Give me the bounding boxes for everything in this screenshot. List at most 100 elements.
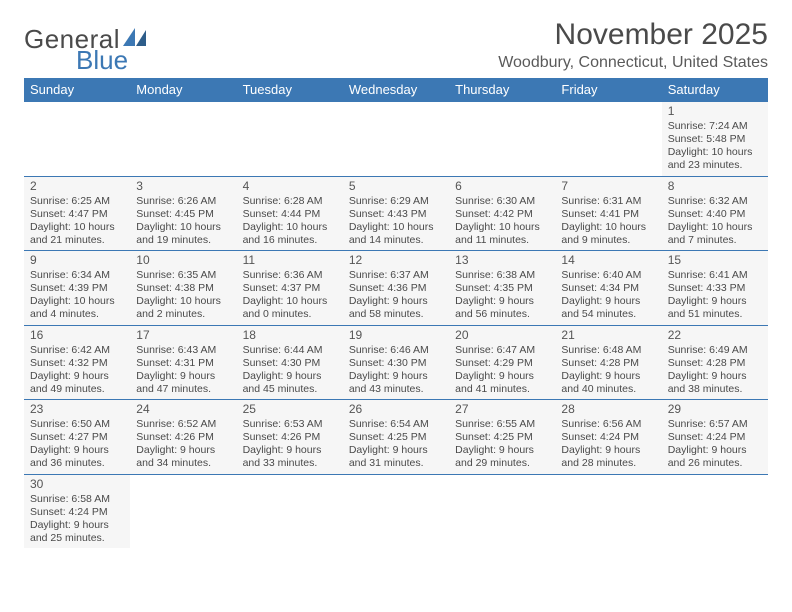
daylight-line: Daylight: 10 hours and 4 minutes. xyxy=(30,295,124,321)
daylight-line: Daylight: 9 hours and 43 minutes. xyxy=(349,370,443,396)
calendar-cell-blank xyxy=(449,475,555,549)
daylight-line: Daylight: 10 hours and 7 minutes. xyxy=(668,221,762,247)
calendar-cell-blank xyxy=(24,102,130,177)
col-wednesday: Wednesday xyxy=(343,78,449,102)
sunrise-line: Sunrise: 6:40 AM xyxy=(561,269,655,282)
day-number: 9 xyxy=(30,253,124,268)
calendar-body: 1Sunrise: 7:24 AMSunset: 5:48 PMDaylight… xyxy=(24,102,768,548)
day-number: 29 xyxy=(668,402,762,417)
sunset-line: Sunset: 4:30 PM xyxy=(243,357,337,370)
day-number: 15 xyxy=(668,253,762,268)
day-number: 21 xyxy=(561,328,655,343)
sunset-line: Sunset: 4:42 PM xyxy=(455,208,549,221)
day-number: 17 xyxy=(136,328,230,343)
daylight-line: Daylight: 9 hours and 45 minutes. xyxy=(243,370,337,396)
day-number: 11 xyxy=(243,253,337,268)
daylight-line: Daylight: 9 hours and 49 minutes. xyxy=(30,370,124,396)
sunrise-line: Sunrise: 6:35 AM xyxy=(136,269,230,282)
calendar-cell: 13Sunrise: 6:38 AMSunset: 4:35 PMDayligh… xyxy=(449,251,555,326)
calendar-cell: 28Sunrise: 6:56 AMSunset: 4:24 PMDayligh… xyxy=(555,400,661,475)
sunrise-line: Sunrise: 6:52 AM xyxy=(136,418,230,431)
sunrise-line: Sunrise: 6:41 AM xyxy=(668,269,762,282)
sunrise-line: Sunrise: 6:42 AM xyxy=(30,344,124,357)
day-number: 18 xyxy=(243,328,337,343)
daylight-line: Daylight: 10 hours and 0 minutes. xyxy=(243,295,337,321)
daylight-line: Daylight: 9 hours and 34 minutes. xyxy=(136,444,230,470)
daylight-line: Daylight: 9 hours and 40 minutes. xyxy=(561,370,655,396)
sunrise-line: Sunrise: 6:54 AM xyxy=(349,418,443,431)
day-number: 20 xyxy=(455,328,549,343)
sunrise-line: Sunrise: 6:43 AM xyxy=(136,344,230,357)
day-number: 3 xyxy=(136,179,230,194)
day-number: 19 xyxy=(349,328,443,343)
daylight-line: Daylight: 10 hours and 21 minutes. xyxy=(30,221,124,247)
sunset-line: Sunset: 4:24 PM xyxy=(30,506,124,519)
sunset-line: Sunset: 4:39 PM xyxy=(30,282,124,295)
daylight-line: Daylight: 9 hours and 26 minutes. xyxy=(668,444,762,470)
calendar-cell: 25Sunrise: 6:53 AMSunset: 4:26 PMDayligh… xyxy=(237,400,343,475)
daylight-line: Daylight: 10 hours and 11 minutes. xyxy=(455,221,549,247)
calendar-cell-blank xyxy=(130,102,236,177)
daylight-line: Daylight: 10 hours and 16 minutes. xyxy=(243,221,337,247)
day-number: 1 xyxy=(668,104,762,119)
calendar-cell: 2Sunrise: 6:25 AMSunset: 4:47 PMDaylight… xyxy=(24,177,130,252)
sunrise-line: Sunrise: 6:26 AM xyxy=(136,195,230,208)
daylight-line: Daylight: 9 hours and 47 minutes. xyxy=(136,370,230,396)
sunset-line: Sunset: 4:33 PM xyxy=(668,282,762,295)
day-number: 8 xyxy=(668,179,762,194)
calendar-cell: 15Sunrise: 6:41 AMSunset: 4:33 PMDayligh… xyxy=(662,251,768,326)
daylight-line: Daylight: 10 hours and 14 minutes. xyxy=(349,221,443,247)
daylight-line: Daylight: 9 hours and 41 minutes. xyxy=(455,370,549,396)
day-number: 12 xyxy=(349,253,443,268)
day-number: 6 xyxy=(455,179,549,194)
sunrise-line: Sunrise: 6:38 AM xyxy=(455,269,549,282)
calendar-cell: 10Sunrise: 6:35 AMSunset: 4:38 PMDayligh… xyxy=(130,251,236,326)
calendar-cell: 3Sunrise: 6:26 AMSunset: 4:45 PMDaylight… xyxy=(130,177,236,252)
daylight-line: Daylight: 9 hours and 33 minutes. xyxy=(243,444,337,470)
sunrise-line: Sunrise: 6:44 AM xyxy=(243,344,337,357)
page-title: November 2025 xyxy=(498,18,768,52)
daylight-line: Daylight: 9 hours and 28 minutes. xyxy=(561,444,655,470)
day-number: 13 xyxy=(455,253,549,268)
daylight-line: Daylight: 9 hours and 25 minutes. xyxy=(30,519,124,545)
sunset-line: Sunset: 4:44 PM xyxy=(243,208,337,221)
sunrise-line: Sunrise: 6:48 AM xyxy=(561,344,655,357)
col-monday: Monday xyxy=(130,78,236,102)
calendar-cell: 24Sunrise: 6:52 AMSunset: 4:26 PMDayligh… xyxy=(130,400,236,475)
brand-part2: Blue xyxy=(76,45,128,76)
sunset-line: Sunset: 4:28 PM xyxy=(668,357,762,370)
sunrise-line: Sunrise: 6:57 AM xyxy=(668,418,762,431)
calendar-cell: 4Sunrise: 6:28 AMSunset: 4:44 PMDaylight… xyxy=(237,177,343,252)
calendar-cell: 16Sunrise: 6:42 AMSunset: 4:32 PMDayligh… xyxy=(24,326,130,401)
calendar-cell: 8Sunrise: 6:32 AMSunset: 4:40 PMDaylight… xyxy=(662,177,768,252)
col-saturday: Saturday xyxy=(662,78,768,102)
day-number: 24 xyxy=(136,402,230,417)
calendar-cell: 11Sunrise: 6:36 AMSunset: 4:37 PMDayligh… xyxy=(237,251,343,326)
sunrise-line: Sunrise: 6:30 AM xyxy=(455,195,549,208)
day-number: 2 xyxy=(30,179,124,194)
sunrise-line: Sunrise: 6:58 AM xyxy=(30,493,124,506)
sunset-line: Sunset: 4:27 PM xyxy=(30,431,124,444)
sunrise-line: Sunrise: 6:46 AM xyxy=(349,344,443,357)
calendar-cell-blank xyxy=(237,102,343,177)
calendar-cell-blank xyxy=(343,102,449,177)
sunset-line: Sunset: 4:47 PM xyxy=(30,208,124,221)
calendar-cell: 22Sunrise: 6:49 AMSunset: 4:28 PMDayligh… xyxy=(662,326,768,401)
day-number: 28 xyxy=(561,402,655,417)
calendar-cell-blank xyxy=(343,475,449,549)
calendar-cell: 29Sunrise: 6:57 AMSunset: 4:24 PMDayligh… xyxy=(662,400,768,475)
calendar-cell: 14Sunrise: 6:40 AMSunset: 4:34 PMDayligh… xyxy=(555,251,661,326)
daylight-line: Daylight: 9 hours and 36 minutes. xyxy=(30,444,124,470)
calendar-cell: 21Sunrise: 6:48 AMSunset: 4:28 PMDayligh… xyxy=(555,326,661,401)
col-sunday: Sunday xyxy=(24,78,130,102)
calendar-cell: 6Sunrise: 6:30 AMSunset: 4:42 PMDaylight… xyxy=(449,177,555,252)
sunset-line: Sunset: 4:28 PM xyxy=(561,357,655,370)
day-number: 25 xyxy=(243,402,337,417)
calendar-cell: 27Sunrise: 6:55 AMSunset: 4:25 PMDayligh… xyxy=(449,400,555,475)
sunrise-line: Sunrise: 6:37 AM xyxy=(349,269,443,282)
day-number: 16 xyxy=(30,328,124,343)
daylight-line: Daylight: 9 hours and 58 minutes. xyxy=(349,295,443,321)
col-friday: Friday xyxy=(555,78,661,102)
sunrise-line: Sunrise: 7:24 AM xyxy=(668,120,762,133)
calendar-cell: 17Sunrise: 6:43 AMSunset: 4:31 PMDayligh… xyxy=(130,326,236,401)
